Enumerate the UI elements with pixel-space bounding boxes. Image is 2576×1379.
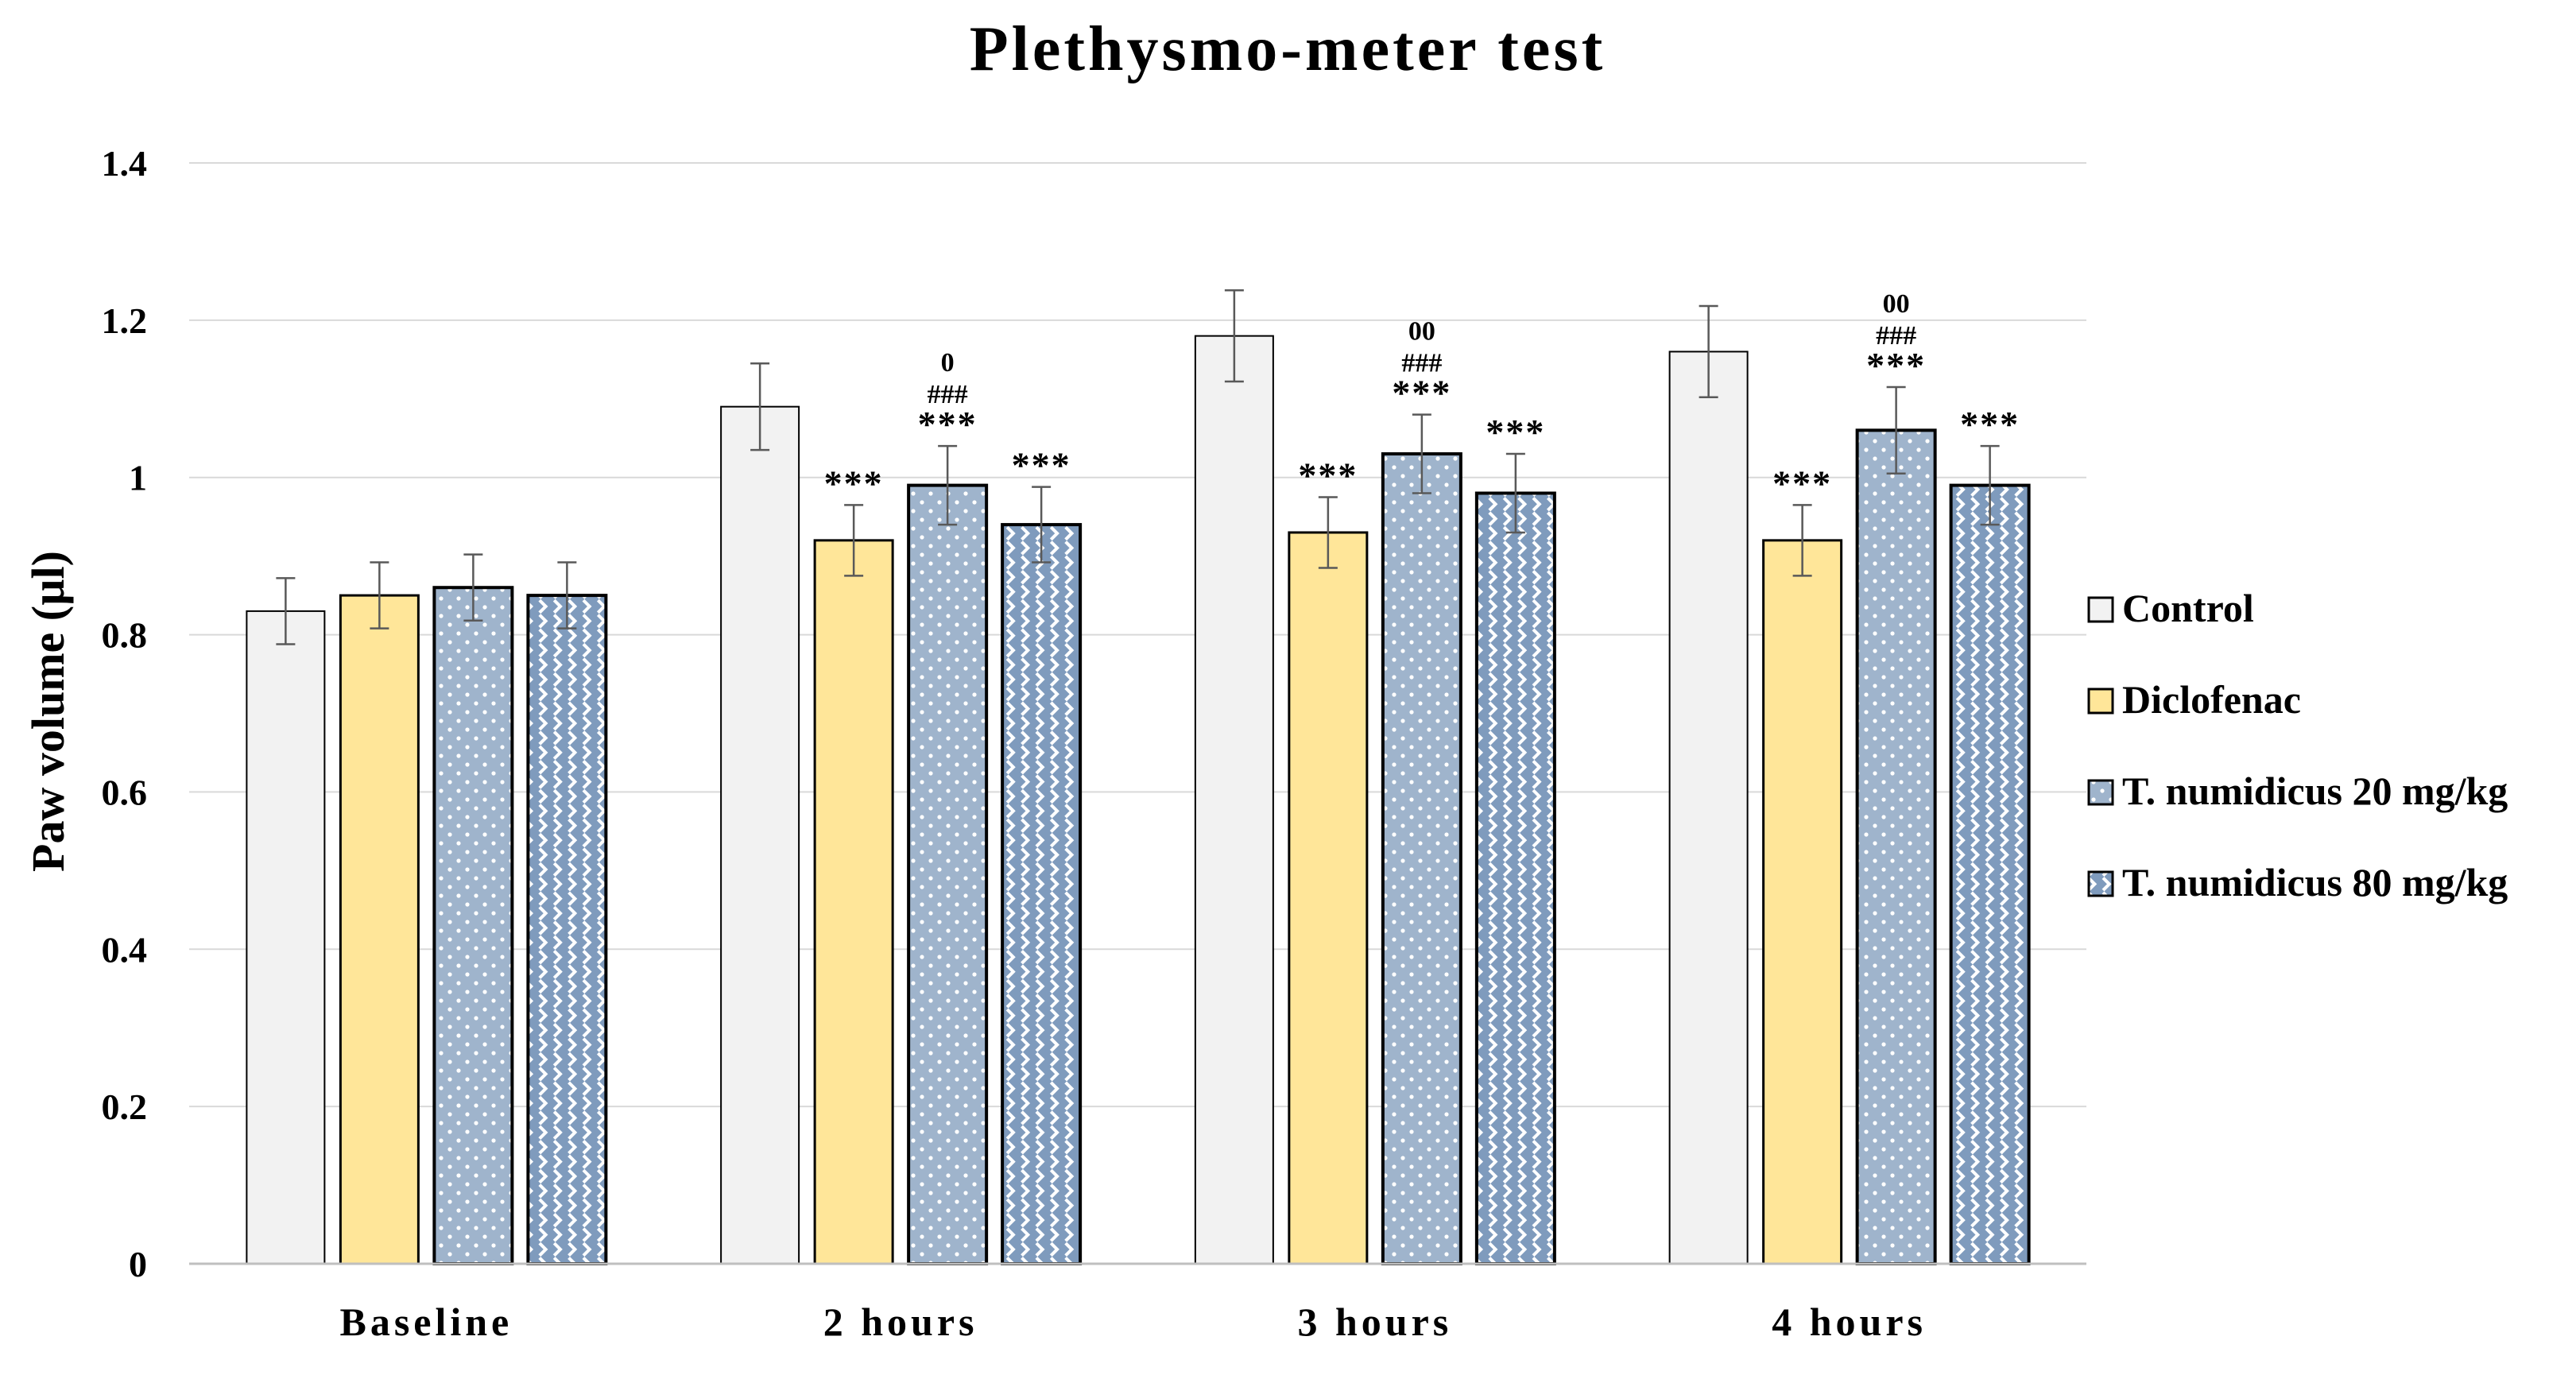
error-bar	[1412, 413, 1431, 494]
legend: Control Diclofenac T. numidicus 20 mg/kg T.…	[2087, 586, 2508, 904]
error-bar	[1792, 504, 1812, 577]
error-bar	[463, 553, 483, 622]
y-tick-label: 1.2	[102, 300, 148, 341]
error-bar	[276, 577, 296, 645]
error-bar	[1224, 289, 1244, 383]
legend-swatch	[2087, 779, 2114, 806]
significance-annotations: ******###0*** ******###00*********###00**…	[824, 289, 2020, 503]
error-bar	[1505, 452, 1525, 534]
y-tick-label: 0.8	[102, 615, 148, 656]
bar-diclofenac-2	[1288, 531, 1369, 1265]
chart-title: Plethysmo-meter test	[970, 14, 1606, 84]
significance-label: ###	[1401, 349, 1442, 378]
y-axis-ticks: 0 0.2 0.4 0.6 0.8 1 1.2 1.4	[102, 143, 148, 1284]
legend-swatch	[2087, 870, 2114, 897]
error-bar	[1318, 496, 1338, 569]
legend-label: T. numidicus 80 mg/kg	[2122, 860, 2508, 904]
error-bar	[1699, 304, 1718, 399]
significance-label: 0	[941, 348, 955, 378]
error-bar	[1980, 444, 2000, 526]
legend-swatch	[2087, 596, 2114, 623]
bar-t-numidicus-80-mg-kg-3	[1949, 483, 2031, 1265]
bar-control-0	[246, 610, 326, 1265]
legend-label: Control	[2122, 586, 2254, 630]
significance-label: ***	[1012, 445, 1071, 486]
significance-label: ###	[1876, 321, 1916, 351]
significance-label: ***	[1392, 373, 1451, 413]
y-axis-label: Paw volume (µl)	[22, 551, 74, 872]
y-tick-label: 1.4	[102, 143, 148, 184]
bar-t-numidicus-80-mg-kg-2	[1474, 491, 1556, 1265]
significance-label: ***	[824, 463, 884, 503]
significance-label: ***	[1486, 412, 1545, 452]
error-bar	[1032, 486, 1052, 564]
bar-t-numidicus-20-mg-kg-2	[1381, 452, 1462, 1265]
error-bar	[750, 362, 770, 451]
significance-label: 00	[1408, 317, 1435, 347]
bar-t-numidicus-80-mg-kg-1	[1001, 523, 1083, 1265]
bar-control-3	[1668, 351, 1749, 1265]
error-bar	[1886, 385, 1906, 475]
x-axis-ticks: Baseline 2 hours 3 hours 4 hours	[339, 1300, 1927, 1344]
significance-label: ***	[1772, 463, 1832, 503]
legend-label: T. numidicus 20 mg/kg	[2122, 769, 2508, 813]
error-bars	[276, 289, 2000, 645]
error-bar	[557, 561, 577, 629]
bar-diclofenac-1	[813, 539, 894, 1265]
bar-marks	[246, 335, 2031, 1265]
bar-diclofenac-0	[339, 594, 420, 1265]
legend-label: Diclofenac	[2122, 677, 2301, 722]
bar-t-numidicus-80-mg-kg-0	[526, 594, 608, 1265]
legend-swatch	[2087, 688, 2114, 715]
error-bar	[370, 561, 389, 629]
bar-t-numidicus-20-mg-kg-0	[432, 586, 514, 1265]
error-bar	[938, 444, 958, 526]
significance-label: ***	[1960, 404, 2020, 444]
y-tick-label: 1	[129, 458, 147, 498]
y-tick-label: 0	[129, 1244, 147, 1284]
bar-t-numidicus-20-mg-kg-3	[1855, 428, 1937, 1265]
x-tick-label: 3 hours	[1297, 1300, 1452, 1344]
significance-label: ***	[1298, 455, 1358, 495]
bar-control-1	[720, 405, 800, 1265]
significance-label: ***	[918, 404, 978, 444]
y-tick-label: 0.4	[102, 929, 148, 970]
y-tick-label: 0.6	[102, 772, 148, 812]
significance-label: 00	[1883, 289, 1910, 319]
y-tick-label: 0.2	[102, 1087, 148, 1127]
bar-t-numidicus-20-mg-kg-1	[907, 483, 989, 1265]
x-tick-label: 4 hours	[1772, 1300, 1927, 1344]
significance-label: ***	[1866, 345, 1926, 385]
bar-diclofenac-3	[1762, 539, 1843, 1265]
significance-label: ###	[928, 380, 968, 409]
x-tick-label: Baseline	[339, 1300, 513, 1344]
error-bar	[844, 504, 864, 577]
x-tick-label: 2 hours	[823, 1300, 978, 1344]
bar-control-2	[1194, 335, 1274, 1265]
